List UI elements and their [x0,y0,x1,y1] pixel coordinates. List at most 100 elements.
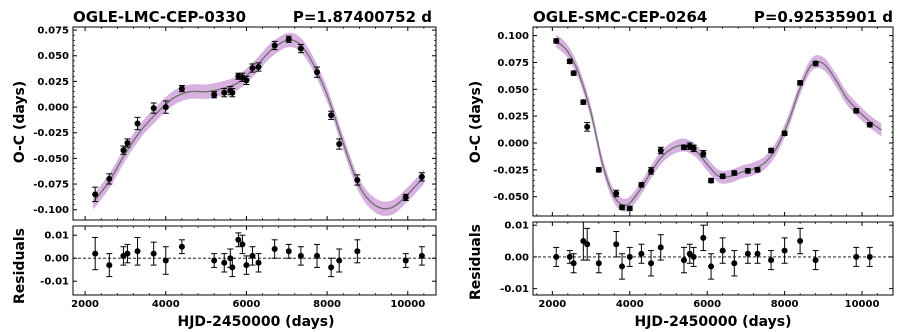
data-point [719,173,726,180]
y-tick-label: 0.000 [497,138,529,149]
residual-point [221,259,228,266]
resid-y-tick-label: -0.01 [40,277,69,288]
residual-point [648,260,655,267]
y-axis-label-left: O-C (days) [12,81,28,163]
confidence-band [556,34,882,212]
residual-point [92,250,99,257]
y-tick-label: 0.100 [497,31,529,42]
residual-plot-left: -0.01 0.00 0.01 2000 4000 6000 8000 10000 [40,225,437,310]
y-tick-label: 0.025 [497,112,529,123]
residual-point [626,253,633,260]
data-point [297,45,304,52]
x-tick-label: 6000 [233,299,261,310]
residual-point [595,260,602,267]
data-point [150,105,157,112]
residual-point [418,252,425,259]
residual-point [243,262,250,269]
x-tick-label: 6000 [693,299,721,310]
model-curve [92,39,425,210]
period-label-left: P=1.87400752 d [293,8,432,26]
residuals-axis-label-right: Residuals [468,224,484,300]
data-point [402,194,409,201]
data-point [866,121,873,128]
data-point [106,175,113,182]
data-point [708,177,715,184]
data-point [584,123,591,130]
residual-point [297,252,304,259]
residual-point [134,248,141,255]
y-tick-label: -0.100 [33,205,69,216]
chart-smc-cep-0264: OGLE-SMC-CEP-0264 P=0.92535901 d O-C (da… [468,8,894,330]
x-tick-label: 4000 [152,299,180,310]
residual-point [150,250,157,257]
residual-point [553,253,560,260]
residual-point [566,253,573,260]
x-tick-label: 10000 [845,299,880,310]
data-point [243,77,250,84]
residual-point [853,253,860,260]
data-point [553,37,560,44]
residual-point [700,234,707,241]
y-tick-label: -0.075 [33,180,69,191]
data-point [613,190,620,197]
data-point [638,181,645,188]
residual-point [797,238,804,245]
chart-title-left: OGLE-LMC-CEP-0330 [73,8,246,26]
resid-y-tick-label: 0.00 [44,254,69,265]
y-tick-label: 0.050 [37,51,69,62]
residual-point [754,250,761,257]
data-point [781,130,788,137]
y-tick-label: 0.075 [37,26,69,37]
resid-y-tick-label: 0.01 [44,231,69,242]
residual-point [255,259,262,266]
data-point [124,140,131,147]
data-point [768,147,775,154]
main-axes-frame [532,26,894,217]
residual-point [271,246,278,252]
residual-point [638,250,645,257]
data-point [314,69,321,76]
residual-point [239,241,246,248]
y-tick-label: 0.025 [37,77,69,88]
data-point [690,145,697,152]
residual-plot-right: -0.01 0.00 0.01 2000 4000 6000 8000 10000 [500,221,894,310]
residual-point [657,244,664,251]
data-point [285,36,292,43]
residual-point [584,241,591,248]
data-point [700,150,707,157]
data-point [657,147,664,154]
y-tick-label: -0.050 [33,154,69,165]
residual-point [106,262,113,269]
data-point [162,104,169,111]
data-point [255,64,262,71]
y-tick-label: 0.075 [497,58,529,69]
data-point [92,191,99,198]
chart-lmc-cep-0330: OGLE-LMC-CEP-0330 P=1.87400752 d O-C (da… [12,8,437,330]
residual-point [402,257,409,264]
data-point [249,65,256,72]
residual-point [249,252,256,259]
resid-y-tick-label: -0.01 [500,284,529,295]
y-tick-label: -0.025 [493,165,529,176]
residual-point [336,257,343,264]
residual-point [354,248,361,255]
residual-point [619,263,626,270]
data-point [211,91,218,98]
residual-point [708,263,715,270]
confidence-band [93,32,424,216]
x-axis-label-left: HJD-2450000 (days) [178,314,335,330]
residual-point [162,257,169,264]
resid-y-tick-label: 0.01 [504,221,529,232]
residual-point [690,253,697,260]
data-point [134,120,141,127]
x-tick-label: 2000 [71,299,99,310]
data-point [626,205,633,212]
chart-title-right: OGLE-SMC-CEP-0264 [533,8,707,26]
data-point [754,166,761,173]
data-point [221,89,228,96]
data-point [229,89,236,96]
data-point [797,79,804,86]
x-tick-label: 2000 [538,299,566,310]
data-point [580,99,587,106]
